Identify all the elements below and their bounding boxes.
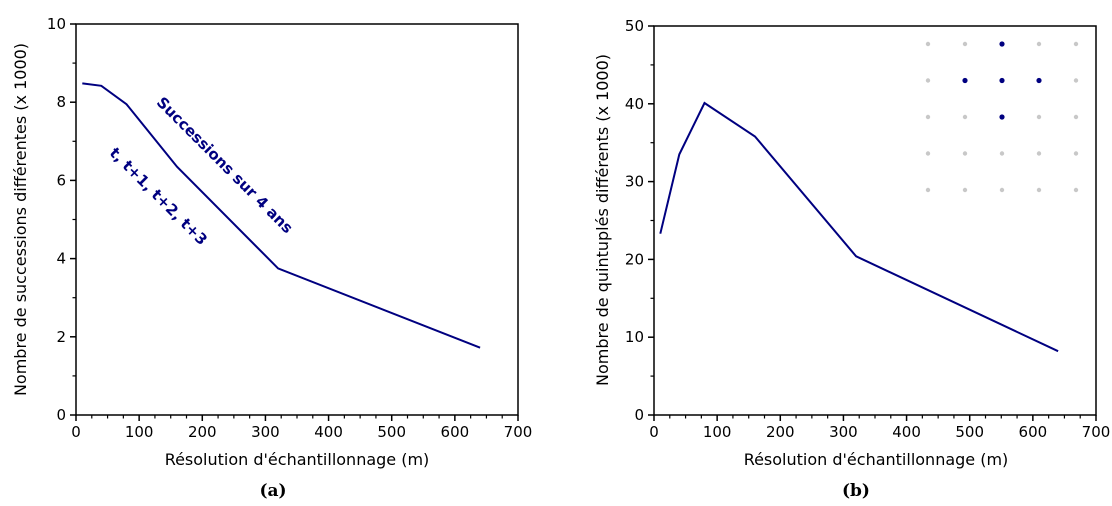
x-tick-label: 600 bbox=[1019, 423, 1048, 441]
inset-dot bbox=[1073, 187, 1079, 193]
y-tick-label: 40 bbox=[625, 95, 644, 113]
inset-dot bbox=[962, 41, 968, 47]
inset-dot bbox=[1036, 114, 1042, 120]
x-tick-label: 100 bbox=[703, 423, 732, 441]
inset-dot bbox=[962, 114, 968, 120]
inset-dot bbox=[1073, 151, 1079, 156]
y-tick-label: 20 bbox=[625, 250, 644, 268]
inset-dot-highlighted bbox=[999, 77, 1005, 84]
y-tick-label: 2 bbox=[56, 328, 66, 346]
inset-dot bbox=[925, 114, 931, 120]
inset-dot bbox=[999, 187, 1005, 193]
y-tick-label: 4 bbox=[56, 250, 66, 268]
inset-dot-highlighted bbox=[962, 77, 968, 84]
y-tick-label: 10 bbox=[47, 15, 66, 33]
y-axis-label: Nombre de successions différentes (x 100… bbox=[11, 43, 30, 396]
y-tick-label: 30 bbox=[625, 173, 644, 191]
x-tick-label: 700 bbox=[1082, 423, 1111, 441]
inset-dot bbox=[925, 41, 931, 47]
x-axis-label: Résolution d'échantillonnage (m) bbox=[165, 450, 430, 469]
y-tick-label: 50 bbox=[625, 17, 644, 35]
x-tick-label: 500 bbox=[955, 423, 984, 441]
chart-panel-b: 0 100 200 300 400 500 600 700 0 10 20 30 40 50 Résol… bbox=[593, 17, 1110, 501]
inset-dot-highlighted bbox=[999, 114, 1005, 120]
y-axis-label: Nombre de quintuplés différents (x 1000) bbox=[593, 54, 612, 386]
inset-dot-grid bbox=[925, 41, 1079, 193]
x-tick-label: 300 bbox=[251, 423, 280, 441]
inset-dot bbox=[999, 151, 1005, 156]
panel-caption: (a) bbox=[259, 481, 286, 501]
inset-dot bbox=[1036, 187, 1042, 193]
inset-dot bbox=[925, 187, 931, 193]
y-ticks: 0 10 20 30 40 50 bbox=[625, 17, 654, 424]
plot-frame bbox=[653, 25, 1097, 416]
series-line bbox=[82, 82, 481, 349]
x-ticks: 0 100 200 300 400 500 600 700 bbox=[649, 415, 1110, 441]
inset-dot bbox=[1036, 41, 1042, 47]
inset-dot bbox=[1036, 151, 1042, 156]
inset-dot bbox=[925, 78, 931, 83]
panel-caption: (b) bbox=[842, 481, 870, 501]
x-tick-label: 400 bbox=[892, 423, 921, 441]
inset-dot bbox=[1073, 78, 1079, 83]
inset-dot bbox=[1073, 41, 1079, 47]
inset-dot-highlighted bbox=[999, 41, 1005, 47]
x-tick-label: 700 bbox=[504, 423, 533, 441]
plot-frame bbox=[75, 23, 519, 416]
y-tick-label: 8 bbox=[56, 93, 66, 111]
y-tick-label: 10 bbox=[625, 328, 644, 346]
inset-dot bbox=[962, 151, 968, 156]
y-tick-label: 6 bbox=[56, 171, 66, 189]
x-tick-label: 100 bbox=[125, 423, 154, 441]
inset-dot-highlighted bbox=[1036, 77, 1042, 84]
x-axis-label: Résolution d'échantillonnage (m) bbox=[744, 450, 1009, 469]
y-tick-label: 0 bbox=[634, 406, 644, 424]
x-tick-label: 0 bbox=[649, 423, 659, 441]
y-ticks: 0 2 4 6 8 10 bbox=[47, 15, 76, 424]
y-tick-label: 0 bbox=[56, 406, 66, 424]
x-tick-label: 300 bbox=[829, 423, 858, 441]
x-tick-label: 500 bbox=[377, 423, 406, 441]
x-tick-label: 200 bbox=[766, 423, 795, 441]
series-line bbox=[659, 101, 1059, 353]
inset-dot bbox=[925, 151, 931, 156]
x-tick-label: 200 bbox=[188, 423, 217, 441]
inset-dot bbox=[962, 187, 968, 193]
inset-dot bbox=[1073, 114, 1079, 120]
x-ticks: 0 100 200 300 400 500 600 700 bbox=[71, 415, 532, 441]
x-tick-label: 400 bbox=[314, 423, 343, 441]
x-tick-label: 0 bbox=[71, 423, 81, 441]
annotation-t-sequence: t, t+1, t+2, t+3 bbox=[106, 144, 211, 249]
x-tick-label: 600 bbox=[441, 423, 470, 441]
